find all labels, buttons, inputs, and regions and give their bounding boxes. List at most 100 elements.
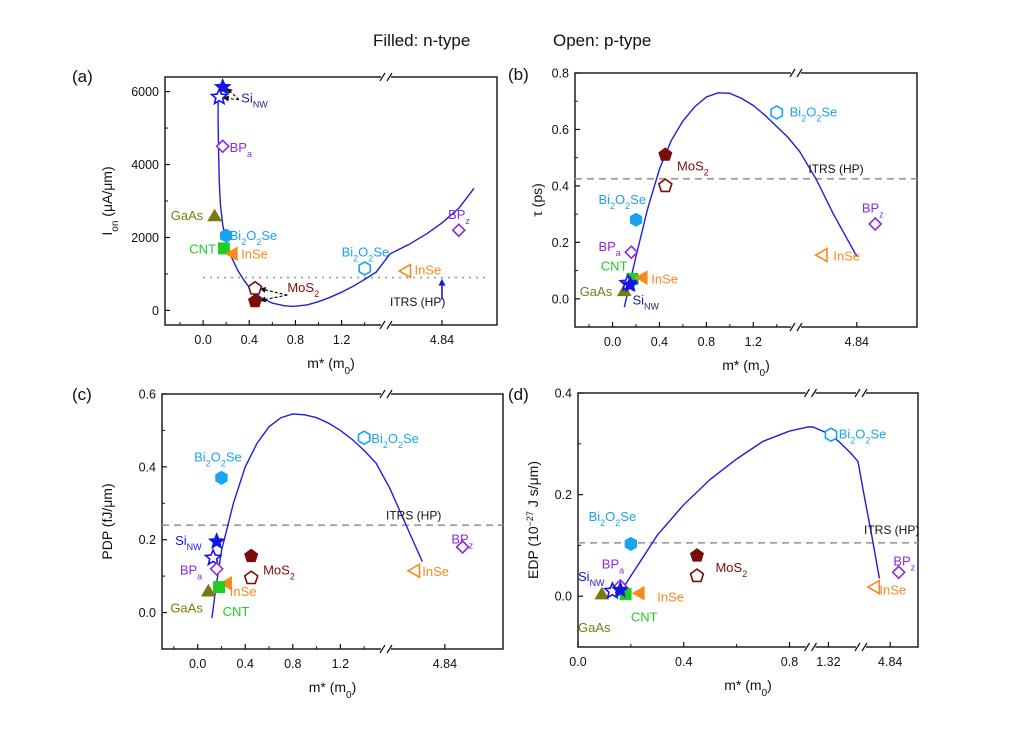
plot-frame <box>164 76 498 326</box>
marker-bi2o2se-p-type <box>358 261 372 276</box>
axis-break-gap <box>791 324 801 330</box>
panel-label: (a) <box>72 67 93 86</box>
marker-bp-a-p-type <box>215 139 230 154</box>
marker-bp-a-p-type <box>624 245 639 260</box>
material-label: SiNW <box>241 91 268 110</box>
material-label: BPz <box>893 554 915 573</box>
y-tick-label: 6000 <box>131 85 159 99</box>
marker-inse-n-type <box>224 246 238 262</box>
material-label: BPa <box>180 562 202 581</box>
itrs-label: ITRS (HP) <box>864 523 919 537</box>
x-tick-label: 0.8 <box>698 335 715 349</box>
axis-break-gap <box>805 644 816 650</box>
y-tick-label: 0.4 <box>552 179 569 193</box>
y-axis-label: EDP (10−27 J s/μm) <box>525 461 541 579</box>
material-label: InSe <box>422 564 449 579</box>
material-label: InSe <box>657 589 684 604</box>
axis-break-gap <box>791 70 801 76</box>
material-label: CNT <box>601 259 628 274</box>
marker-inse-p-type <box>814 247 828 263</box>
material-label: InSe <box>241 247 268 262</box>
panels: (a) 0 2000 4000 6000 0.0 0.4 0.8 1.2 4.84 m* (m0) I… <box>72 65 919 701</box>
material-label: MoS2 <box>287 280 319 299</box>
marker-bi2o2se-n-type <box>624 536 637 551</box>
y-tick-label: 0.8 <box>552 67 569 81</box>
axis-break-mark <box>379 644 386 654</box>
y-tick-label: 2000 <box>131 231 159 245</box>
material-label: Bi2O2Se <box>589 509 637 528</box>
axis-break-mark <box>796 68 803 78</box>
marker-gaas-n-type <box>594 586 610 600</box>
plot-frame <box>574 72 918 328</box>
axis-break-mark <box>379 320 386 330</box>
axis-break-mark <box>379 389 386 399</box>
fit-curve <box>623 92 858 308</box>
axis-break-mark <box>810 388 818 398</box>
annotation-arrow <box>222 97 239 101</box>
material-label: MoS2 <box>263 562 295 581</box>
material-label: InSe <box>651 271 678 286</box>
x-tick-label: 0.0 <box>569 655 586 669</box>
material-label: SiNW <box>578 569 605 588</box>
marker-gaas-n-type <box>207 208 222 222</box>
x-tick-label: 0.8 <box>781 655 798 669</box>
marker-inse-p-type <box>406 562 421 579</box>
marker-cnt-n-type <box>213 581 226 594</box>
material-label: Bi2O2Se <box>371 431 419 450</box>
y-axis-label: τ (ps) <box>529 183 545 217</box>
y-tick-label: 4000 <box>131 158 159 172</box>
x-tick-label: 0.4 <box>675 655 692 669</box>
y-tick-label: 0.2 <box>139 533 156 547</box>
y-tick-label: 0 <box>152 304 159 318</box>
annotation-arrow <box>225 87 240 101</box>
material-label: InSe <box>414 263 441 278</box>
x-axis-label: m* (m0) <box>724 677 772 699</box>
marker-inse-n-type <box>634 270 648 285</box>
x-tick-label: 0.0 <box>194 333 211 347</box>
axis-break-gap <box>856 644 866 650</box>
marker-mos2-p-type <box>243 570 259 585</box>
marker-bp-z-p-type <box>451 223 466 238</box>
y-tick-label: 0.0 <box>139 606 156 620</box>
marker-bi2o2se-n-type <box>220 228 233 243</box>
material-label: BPz <box>448 207 470 226</box>
material-label: GaAs <box>580 284 613 299</box>
marker-bp-z-p-type <box>868 216 883 232</box>
axis-break-mark <box>386 644 393 654</box>
x-axis-label: m* (m0) <box>309 679 357 701</box>
panel-label: (d) <box>508 385 529 404</box>
material-label: SiNW <box>632 292 659 311</box>
marker-mos2-n-type <box>244 548 259 563</box>
fit-curve <box>211 413 423 619</box>
material-label: InSe <box>879 583 906 598</box>
axis-break-mark <box>803 388 811 398</box>
itrs-label: ITRS (HP) <box>386 509 441 523</box>
marker-bi2o2se-p-type <box>770 105 784 120</box>
axis-break-gap <box>381 391 391 397</box>
marker-cnt-n-type <box>217 242 230 255</box>
x-tick-label: 0.8 <box>284 657 301 671</box>
material-label: GaAs <box>578 620 611 635</box>
material-label: GaAs <box>170 601 203 616</box>
material-label: InSe <box>230 584 257 599</box>
axis-break-mark <box>803 642 811 652</box>
itrs-label: ITRS (HP) <box>390 295 445 309</box>
y-tick-label: 0.4 <box>139 460 156 474</box>
x-tick-label: 4.84 <box>433 657 457 671</box>
marker-inse-n-type <box>631 585 645 601</box>
marker-mos2-n-type <box>248 293 263 308</box>
axis-break-mark <box>379 72 386 82</box>
x-tick-label: 0.4 <box>651 335 668 349</box>
x-tick-label: 1.2 <box>745 335 762 349</box>
marker-si-nw-n-type <box>207 532 226 550</box>
marker-bi2o2se-n-type <box>215 470 228 485</box>
material-label: BPa <box>598 239 620 258</box>
annotation-arrow-head <box>222 95 230 102</box>
axis-break-gap <box>381 646 391 652</box>
material-label: BPa <box>230 140 252 159</box>
axis-break-mark <box>810 642 818 652</box>
x-tick-label: 4.84 <box>878 655 902 669</box>
marker-bi2o2se-p-type <box>357 430 371 446</box>
marker-inse-p-type <box>866 579 881 595</box>
marker-bp-z-p-type <box>455 539 470 555</box>
